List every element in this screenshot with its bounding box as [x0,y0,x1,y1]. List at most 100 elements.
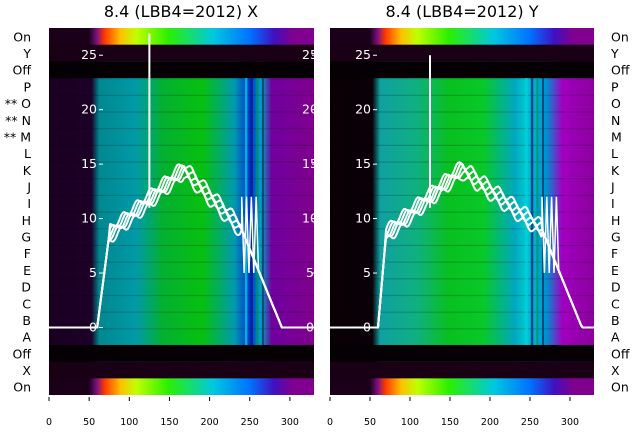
row-separator [49,194,314,197]
row-separator [49,328,314,330]
row-label: Off [13,346,32,361]
dark-band [49,361,314,379]
row-label: G [21,230,31,245]
y-tick-label: 15 [81,156,97,171]
row-label: On [611,29,629,44]
row-label: M [611,129,622,144]
row-separator [330,111,594,113]
row-separator [49,244,314,247]
heatmap-streak [536,78,539,345]
y-tick-label: 25 [81,47,97,62]
off-band [330,61,594,79]
y-tick-label: 10 [355,211,371,226]
row-label: P [23,79,31,94]
y-tick-label: 20 [355,102,371,117]
row-separator [49,128,314,130]
row-separator [49,294,314,297]
series-line [49,163,314,329]
row-label: J [610,179,615,194]
row-label: L [611,146,618,161]
series-noise [240,196,260,274]
y-tick-label: 10 [81,211,97,226]
heatmap-streak [530,78,534,345]
x-tick-label: 100 [120,417,138,428]
y-tick-label: 5 [306,265,314,280]
y-tick-label: 15 [302,156,318,171]
dark-band [330,361,594,379]
row-label: L [24,146,31,161]
row-label: H [22,213,31,228]
row-label: E [23,263,31,278]
row-separator [49,278,314,280]
off-band [49,61,314,79]
row-label: P [611,79,619,94]
y-tick-label: 10 [302,211,318,226]
row-label: Off [611,346,630,361]
row-label: X [611,363,620,378]
row-label: F [24,246,31,261]
row-label: On [611,380,629,395]
x-tick-label: 150 [160,417,178,428]
y-tick-label: 25 [302,47,318,62]
heatmap-body [330,28,594,395]
row-label: Y [22,46,31,61]
row-label: ** O [5,96,31,111]
y-tick-label: 15 [355,156,371,171]
heatmap-streak [261,78,264,345]
row-label: A [22,330,31,345]
row-label: On [13,380,31,395]
x-tick-label: 50 [364,417,376,428]
x-tick-label: 300 [281,417,299,428]
row-label: ** M [4,129,31,144]
series-noise [541,196,560,274]
y-tick-label: 20 [302,102,318,117]
row-separator [330,211,594,213]
row-separator [49,161,314,163]
x-tick-label: 250 [241,417,259,428]
chart-title-left: 8.4 (LBB4=2012) X [104,2,258,21]
heatmap-body [49,28,314,395]
row-separator [49,311,314,313]
row-separator [330,244,594,247]
row-label: K [23,163,32,178]
row-separator [49,94,314,96]
row-separator [49,78,314,80]
row-separator [330,228,594,230]
row-separator [49,111,314,113]
spectrum-band [330,28,594,46]
x-tick-label: 0 [46,417,52,428]
x-tick-label: 250 [521,417,539,428]
chart-title-right: 8.4 (LBB4=2012) Y [385,2,538,21]
spectrum-band [49,28,314,46]
row-separator [330,78,594,80]
row-separator [330,328,594,330]
x-tick-label: 150 [441,417,459,428]
row-label: On [13,29,31,44]
row-separator [330,194,594,197]
row-label: N [611,113,620,128]
y-tick-label: 25 [355,47,371,62]
row-label: Y [610,46,619,61]
row-separator [330,294,594,297]
y-tick-label: 5 [89,265,97,280]
row-separator [330,278,594,280]
x-tick-label: 200 [201,417,219,428]
x-tick-label: 0 [327,417,333,428]
right-x-axis: 0 50 100 150 200 250 300 [327,397,579,428]
row-label: B [611,313,620,328]
row-separator [330,161,594,163]
row-separator [330,261,594,263]
row-label: F [611,246,618,261]
row-label: Off [611,63,630,78]
dark-band [49,44,314,62]
row-label: E [611,263,619,278]
off-band [49,344,314,362]
x-tick-label: 50 [83,417,95,428]
row-label: I [611,196,615,211]
row-separator [330,144,594,146]
row-separator [330,128,594,130]
